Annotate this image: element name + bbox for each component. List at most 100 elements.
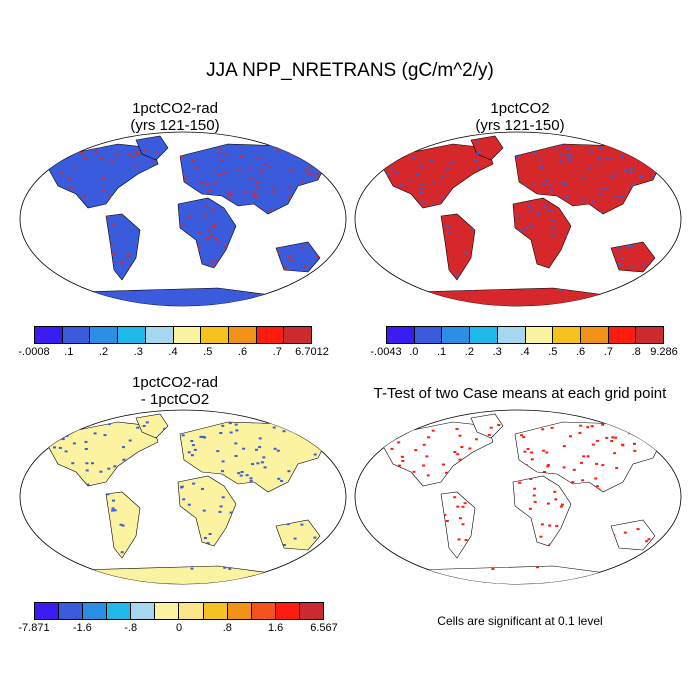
colorbar-1-swatches (34, 326, 312, 344)
grid-cell (119, 523, 123, 526)
grid-cell (628, 172, 632, 174)
grid-cell (112, 499, 115, 502)
grid-cell (652, 427, 656, 430)
grid-cell (642, 263, 646, 266)
grid-cell (136, 150, 140, 153)
colorbar-3-swatch (83, 603, 108, 619)
grid-cell (474, 438, 478, 441)
grid-cell (122, 446, 125, 449)
grid-cell (191, 444, 195, 447)
grid-cell (397, 441, 401, 444)
grid-cell (559, 289, 562, 291)
continent-shape (440, 213, 476, 281)
colorbar-1-labels: -.0008 .1 .2 .3 .4 .5 .6 .7 6.7012 (18, 344, 328, 360)
grid-cell (546, 465, 550, 468)
grid-cell (193, 448, 197, 451)
grid-cell (315, 255, 319, 257)
grid-cell (213, 182, 217, 185)
grid-cell (59, 424, 63, 427)
grid-cell (91, 462, 94, 465)
grid-cell (304, 168, 308, 171)
grid-cell (559, 154, 563, 157)
grid-cell (477, 151, 481, 154)
grid-cell (115, 153, 119, 156)
grid-cell (98, 418, 102, 421)
continent-shape (135, 413, 169, 439)
grid-cell (566, 147, 570, 150)
colorbar-2-tick-label: .5 (548, 346, 558, 358)
grid-cell (395, 172, 399, 175)
grid-cell (615, 467, 619, 470)
grid-cell (56, 554, 60, 557)
grid-cell (85, 469, 89, 472)
grid-cell (648, 551, 652, 554)
grid-cell (431, 429, 435, 432)
grid-cell (211, 225, 215, 228)
grid-cell (290, 169, 294, 172)
grid-cell (228, 567, 232, 570)
grid-cell (611, 436, 615, 439)
colorbar-2-swatch (525, 327, 554, 343)
grid-cell (614, 171, 618, 174)
grid-cell (587, 167, 591, 170)
panel-3-title-line1: 1pctCO2-rad (132, 374, 218, 391)
grid-cell (644, 159, 648, 162)
grid-cell (596, 439, 600, 442)
grid-cell (409, 179, 413, 182)
grid-cell (318, 276, 322, 279)
continent-shape (47, 421, 159, 487)
colorbar-2: -.0043 .0 .1 .2 .3 .4 .5 .6 .7 .8 9.286 (370, 326, 678, 360)
grid-cell (92, 420, 96, 423)
grid-cell (240, 471, 244, 473)
grid-cell (539, 158, 543, 161)
grid-cell (309, 166, 312, 169)
grid-cell (518, 481, 522, 484)
grid-cell (190, 440, 194, 442)
grid-cell (286, 288, 290, 291)
grid-cell (313, 552, 317, 555)
grid-cell (317, 424, 321, 427)
colorbar-1-tick-label: .3 (133, 346, 143, 358)
colorbar-2-swatch (608, 327, 637, 343)
colorbar-1-tick-label: .5 (203, 346, 213, 358)
grid-cell (565, 197, 568, 200)
grid-cell (325, 154, 328, 157)
grid-cell (280, 480, 284, 482)
grid-cell (395, 156, 398, 159)
grid-cell (206, 542, 210, 545)
grid-cell (532, 494, 536, 497)
grid-cell (527, 204, 531, 207)
grid-cell (542, 449, 546, 452)
grid-cell (630, 266, 634, 268)
grid-cell (601, 464, 605, 467)
grid-cell (441, 175, 445, 178)
grid-cell (586, 455, 590, 458)
grid-cell (445, 168, 449, 171)
panel-2-title: 1pctCO2 (yrs 121-150) (385, 100, 655, 134)
grid-cell (633, 442, 636, 445)
grid-cell (538, 166, 542, 169)
grid-cell (471, 289, 474, 292)
grid-cell (286, 523, 290, 526)
grid-cell (619, 155, 623, 158)
grid-cell (553, 490, 557, 493)
colorbar-3-tick-label: -.8 (124, 622, 138, 634)
grid-cell (240, 155, 243, 158)
grid-cell (134, 165, 138, 168)
grid-cell (623, 168, 627, 171)
colorbar-3-swatch (203, 603, 228, 619)
grid-cell (463, 502, 467, 505)
map-panel-1 (19, 131, 347, 307)
grid-cell (457, 538, 461, 541)
grid-cell (536, 213, 540, 216)
grid-cell (191, 159, 195, 162)
grid-cell (103, 434, 107, 437)
grid-cell (194, 167, 198, 170)
grid-cell (453, 496, 457, 499)
grid-cell (303, 265, 307, 268)
grid-cell (67, 177, 71, 180)
grid-cell (523, 184, 527, 187)
grid-cell (581, 177, 585, 180)
continent-shape (440, 491, 476, 559)
grid-cell (309, 173, 313, 176)
